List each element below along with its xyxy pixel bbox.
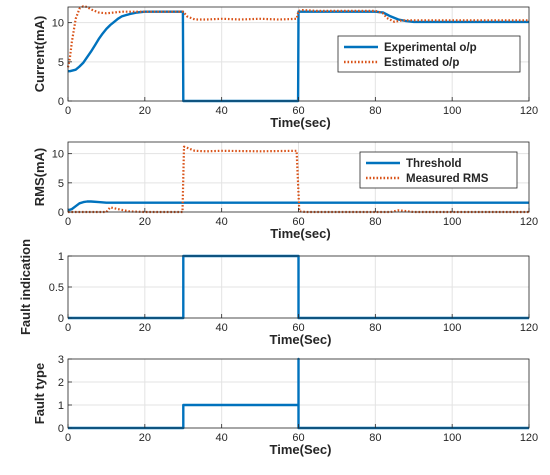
series-line-1	[68, 10, 529, 103]
x-tick-label: 0	[65, 105, 71, 117]
x-axis-label: Time(Sec)	[270, 442, 332, 457]
legend-label-2: Measured RMS	[406, 173, 489, 185]
x-tick-label: 80	[369, 322, 381, 334]
x-tick-label: 120	[520, 105, 538, 117]
x-tick-label: 80	[369, 105, 381, 117]
x-tick-label: 0	[65, 432, 71, 444]
y-tick-label: 10	[52, 149, 64, 161]
series-line-2	[68, 145, 529, 214]
y-tick-label: 5	[58, 57, 64, 69]
x-tick-label: 20	[139, 432, 151, 444]
legend-label-1: Experimental o/p	[384, 42, 477, 54]
y-tick-label: 1	[58, 400, 64, 412]
chart-panel-2: 0 20 40 60 80 100 120 0 5 10 Time(sec) RMS(mA) Thres…	[32, 141, 538, 241]
y-tick-label: 3	[58, 354, 64, 366]
x-tick-label: 100	[443, 105, 461, 117]
x-tick-label: 120	[520, 432, 538, 444]
y-tick-label: 0.5	[49, 282, 64, 294]
y-tick-label: 0	[58, 96, 64, 108]
x-tick-label: 0	[65, 322, 71, 334]
y-axis-label: Fault indication	[18, 239, 33, 335]
chart-panel-3: 0 20 40 60 80 100 120 0 0.5 1 Time(Sec) Fault indic…	[18, 239, 538, 347]
y-axis-label: Fault type	[32, 363, 47, 424]
legend-label-2: Estimated o/p	[384, 57, 459, 69]
legend: Threshold Measured RMS	[359, 151, 518, 189]
x-tick-label: 60	[292, 432, 304, 444]
x-tick-label: 20	[139, 105, 151, 117]
series-line-1	[67, 200, 529, 212]
y-axis-label: Current(mA)	[32, 16, 47, 93]
x-axis-label: Time(sec)	[270, 226, 330, 241]
x-tick-label: 120	[520, 216, 538, 228]
y-tick-label: 0	[58, 423, 64, 435]
x-tick-label: 100	[443, 432, 461, 444]
legend-box	[359, 151, 518, 189]
y-tick-label: 5	[58, 178, 64, 190]
y-tick-label: 2	[58, 377, 64, 389]
chart-panel-1: 0 20 40 60 80 100 120 0 5 10 Time(sec) Current(mA) E…	[32, 5, 538, 130]
x-tick-label: 60	[292, 216, 304, 228]
y-tick-label: 10	[52, 18, 64, 30]
x-tick-label: 40	[216, 432, 228, 444]
x-tick-label: 80	[369, 432, 381, 444]
x-tick-label: 40	[216, 322, 228, 334]
x-tick-label: 40	[216, 216, 228, 228]
chart-panel-4: 0 20 40 60 80 100 120 0 1 2 3 Time(Sec) Fault type	[32, 354, 538, 457]
x-tick-label: 0	[65, 216, 71, 228]
x-tick-label: 20	[139, 216, 151, 228]
series-line-2	[66, 5, 529, 68]
legend-box	[337, 35, 521, 73]
y-tick-label: 0	[58, 313, 64, 325]
y-tick-label: 1	[58, 251, 64, 263]
x-axis-label: Time(Sec)	[270, 332, 332, 347]
legend: Experimental o/p Estimated o/p	[337, 35, 521, 73]
legend-label-1: Threshold	[406, 158, 462, 170]
x-axis-label: Time(sec)	[270, 115, 330, 130]
x-tick-label: 20	[139, 322, 151, 334]
x-tick-label: 40	[216, 105, 228, 117]
y-tick-label: 0	[58, 207, 64, 219]
y-axis-label: RMS(mA)	[32, 148, 47, 207]
x-tick-label: 60	[292, 105, 304, 117]
x-tick-label: 80	[369, 216, 381, 228]
x-tick-label: 100	[443, 322, 461, 334]
x-tick-label: 120	[520, 322, 538, 334]
x-tick-label: 60	[292, 322, 304, 334]
x-tick-label: 100	[443, 216, 461, 228]
